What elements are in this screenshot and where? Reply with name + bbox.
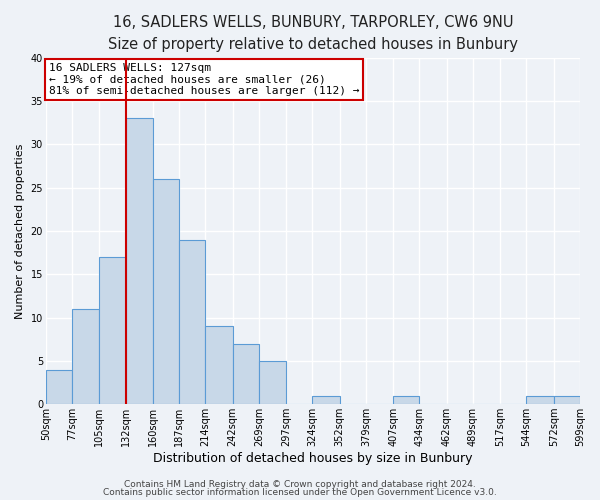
Text: 16 SADLERS WELLS: 127sqm
← 19% of detached houses are smaller (26)
81% of semi-d: 16 SADLERS WELLS: 127sqm ← 19% of detach…	[49, 62, 359, 96]
Bar	[259, 361, 286, 404]
Bar	[205, 326, 233, 404]
Y-axis label: Number of detached properties: Number of detached properties	[15, 143, 25, 318]
Bar	[313, 396, 340, 404]
Bar	[100, 257, 125, 404]
Bar	[233, 344, 259, 404]
Title: 16, SADLERS WELLS, BUNBURY, TARPORLEY, CW6 9NU
Size of property relative to deta: 16, SADLERS WELLS, BUNBURY, TARPORLEY, C…	[108, 15, 518, 52]
Bar	[393, 396, 419, 404]
Bar	[153, 179, 179, 404]
Bar	[46, 370, 72, 404]
Bar	[72, 309, 100, 404]
X-axis label: Distribution of detached houses by size in Bunbury: Distribution of detached houses by size …	[153, 452, 473, 465]
Bar	[554, 396, 580, 404]
Bar	[125, 118, 153, 404]
Bar	[179, 240, 205, 404]
Bar	[526, 396, 554, 404]
Text: Contains public sector information licensed under the Open Government Licence v3: Contains public sector information licen…	[103, 488, 497, 497]
Text: Contains HM Land Registry data © Crown copyright and database right 2024.: Contains HM Land Registry data © Crown c…	[124, 480, 476, 489]
